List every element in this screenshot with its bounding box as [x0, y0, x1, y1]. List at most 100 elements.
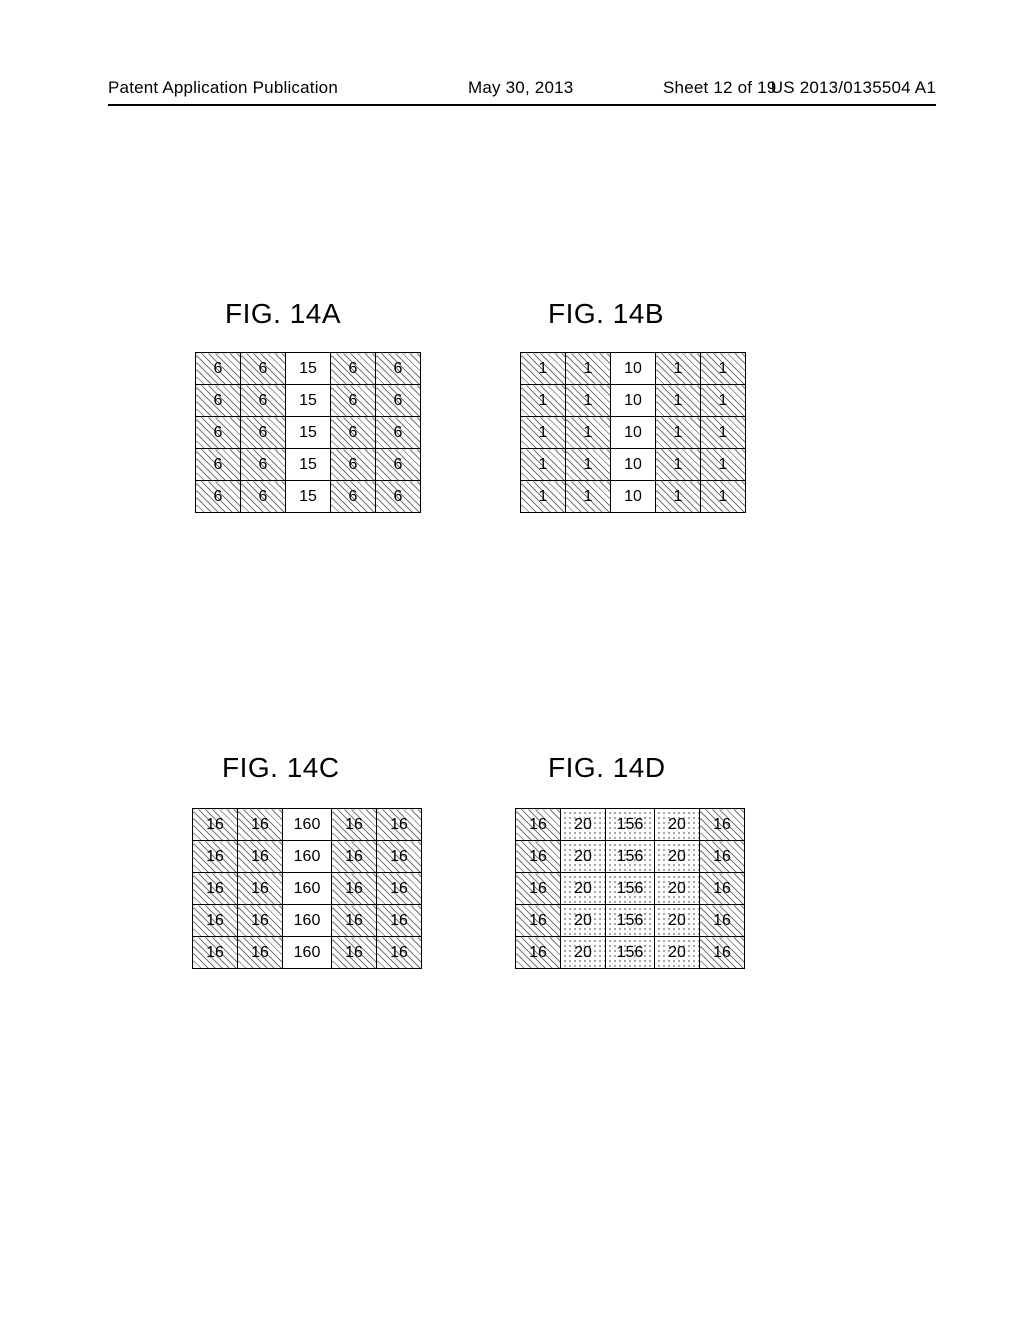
grid-cell: 16	[516, 841, 561, 873]
grid-cell: 160	[283, 873, 332, 905]
grid-cell: 160	[283, 905, 332, 937]
grid-cell: 156	[606, 937, 655, 969]
grid-cell: 20	[655, 841, 700, 873]
grid-cell: 156	[606, 873, 655, 905]
table-row: 16201562016	[516, 905, 745, 937]
grid-cell: 6	[196, 481, 241, 513]
table-row: 111011	[521, 385, 746, 417]
grid-cell: 1	[701, 449, 746, 481]
grid-cell: 15	[286, 417, 331, 449]
grid-cell: 6	[196, 449, 241, 481]
grid-cell: 16	[193, 905, 238, 937]
grid-cell: 16	[377, 905, 422, 937]
grid-cell: 6	[376, 417, 421, 449]
grid-cell: 16	[193, 873, 238, 905]
sheet-number: Sheet 12 of 19	[663, 78, 776, 98]
grid-cell: 16	[377, 937, 422, 969]
grid-cell: 16	[377, 809, 422, 841]
grid-cell: 16	[700, 905, 745, 937]
grid-cell: 6	[196, 385, 241, 417]
grid-cell: 16	[516, 905, 561, 937]
grid-cell: 16	[516, 809, 561, 841]
table-row: 661566	[196, 385, 421, 417]
table-row: 111011	[521, 417, 746, 449]
grid-cell: 6	[331, 353, 376, 385]
grid-cell: 6	[241, 481, 286, 513]
grid-cell: 160	[283, 841, 332, 873]
grid-cell: 1	[566, 481, 611, 513]
table-row: 111011	[521, 449, 746, 481]
table-row: 111011	[521, 481, 746, 513]
grid-cell: 6	[331, 449, 376, 481]
grid-cell: 1	[701, 385, 746, 417]
grid-cell: 16	[377, 841, 422, 873]
grid-cell: 20	[561, 873, 606, 905]
grid-cell: 16	[238, 841, 283, 873]
grid-cell: 16	[193, 841, 238, 873]
grid-cell: 6	[376, 481, 421, 513]
grid-cell: 6	[376, 353, 421, 385]
grid-cell: 20	[561, 905, 606, 937]
grid-cell: 1	[566, 417, 611, 449]
grid-cell: 16	[193, 809, 238, 841]
grid-cell: 16	[377, 873, 422, 905]
grid-cell: 16	[516, 937, 561, 969]
grid-cell: 1	[656, 449, 701, 481]
table-row: 661566	[196, 417, 421, 449]
grid-cell: 1	[701, 481, 746, 513]
grid-cell: 10	[611, 385, 656, 417]
table-row: 661566	[196, 449, 421, 481]
grid-cell: 16	[332, 841, 377, 873]
grid-cell: 15	[286, 449, 331, 481]
grid-cell: 1	[566, 385, 611, 417]
grid-cell: 20	[561, 809, 606, 841]
grid-cell: 6	[241, 353, 286, 385]
grid-cell: 16	[700, 809, 745, 841]
table-row: 16161601616	[193, 905, 422, 937]
grid-cell: 16	[332, 937, 377, 969]
table-row: 16201562016	[516, 809, 745, 841]
grid-cell: 1	[566, 449, 611, 481]
grid-cell: 20	[655, 937, 700, 969]
grid-cell: 16	[238, 937, 283, 969]
grid-cell: 16	[193, 937, 238, 969]
grid-table: 1616160161616161601616161616016161616160…	[192, 808, 422, 969]
figure-grid-a: 661566661566661566661566661566	[195, 352, 421, 513]
grid-cell: 160	[283, 937, 332, 969]
grid-cell: 156	[606, 809, 655, 841]
grid-cell: 1	[656, 353, 701, 385]
grid-cell: 1	[521, 481, 566, 513]
grid-cell: 16	[700, 937, 745, 969]
grid-cell: 10	[611, 417, 656, 449]
grid-cell: 1	[521, 353, 566, 385]
table-row: 16161601616	[193, 873, 422, 905]
grid-cell: 1	[701, 353, 746, 385]
figure-grid-d: 1620156201616201562016162015620161620156…	[515, 808, 745, 969]
grid-cell: 156	[606, 841, 655, 873]
grid-cell: 6	[241, 417, 286, 449]
grid-table: 1620156201616201562016162015620161620156…	[515, 808, 745, 969]
figure-label-d: FIG. 14D	[548, 752, 666, 784]
grid-cell: 16	[238, 873, 283, 905]
grid-cell: 16	[332, 873, 377, 905]
grid-cell: 16	[700, 873, 745, 905]
grid-table: 111011111011111011111011111011	[520, 352, 746, 513]
table-row: 16161601616	[193, 809, 422, 841]
grid-cell: 1	[656, 481, 701, 513]
grid-cell: 6	[331, 385, 376, 417]
table-row: 111011	[521, 353, 746, 385]
grid-cell: 16	[332, 905, 377, 937]
grid-cell: 20	[655, 873, 700, 905]
grid-table: 661566661566661566661566661566	[195, 352, 421, 513]
table-row: 661566	[196, 353, 421, 385]
grid-cell: 1	[656, 385, 701, 417]
grid-cell: 10	[611, 449, 656, 481]
grid-cell: 156	[606, 905, 655, 937]
grid-cell: 6	[241, 449, 286, 481]
grid-cell: 15	[286, 353, 331, 385]
grid-cell: 6	[331, 481, 376, 513]
grid-cell: 16	[700, 841, 745, 873]
grid-cell: 1	[566, 353, 611, 385]
grid-cell: 10	[611, 481, 656, 513]
table-row: 16161601616	[193, 841, 422, 873]
